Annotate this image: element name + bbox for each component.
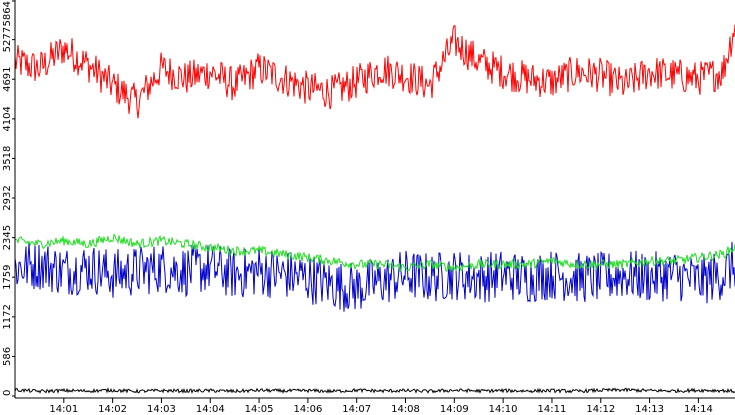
x-tick-label: 14:10	[489, 404, 518, 415]
y-tick-label: 1759	[2, 264, 13, 289]
x-tick-label: 14:09	[440, 404, 469, 415]
x-tick-label: 14:11	[537, 404, 566, 415]
x-tick-label: 14:12	[586, 404, 615, 415]
x-tick-label: 14:01	[49, 404, 78, 415]
x-tick-label: 14:07	[342, 404, 371, 415]
x-tick-label: 14:02	[98, 404, 127, 415]
y-tick-label: 1172	[2, 304, 13, 329]
series-line-1	[14, 24, 735, 119]
y-tick-label: 0	[2, 390, 13, 396]
x-tick-label: 14:06	[293, 404, 322, 415]
y-tick-label: 2932	[2, 185, 13, 210]
y-tick-label: 4691	[2, 66, 13, 91]
y-tick-label: 5277	[2, 27, 13, 52]
x-axis-ticks: 14:01 14:02 14:03 14:04 14:05 14:06 14:07 14:08…	[49, 398, 713, 415]
x-tick-label: 14:05	[245, 404, 274, 415]
series-line-2	[14, 241, 735, 312]
y-tick-label: 586	[2, 347, 13, 366]
series-line-4	[14, 387, 735, 394]
x-tick-label: 14:04	[196, 404, 225, 415]
y-tick-label: 3518	[2, 146, 13, 171]
x-tick-label: 14:03	[147, 404, 176, 415]
axes	[14, 0, 735, 399]
y-tick-label: 4104	[2, 106, 13, 131]
plot-lines	[14, 24, 735, 394]
x-tick-label: 14:14	[684, 404, 713, 415]
x-tick-label: 14:13	[635, 404, 664, 415]
series-line-3	[14, 233, 735, 272]
y-tick-label: 5864	[2, 1, 13, 26]
x-tick-label: 14:08	[391, 404, 420, 415]
y-tick-label: 2345	[2, 225, 13, 250]
